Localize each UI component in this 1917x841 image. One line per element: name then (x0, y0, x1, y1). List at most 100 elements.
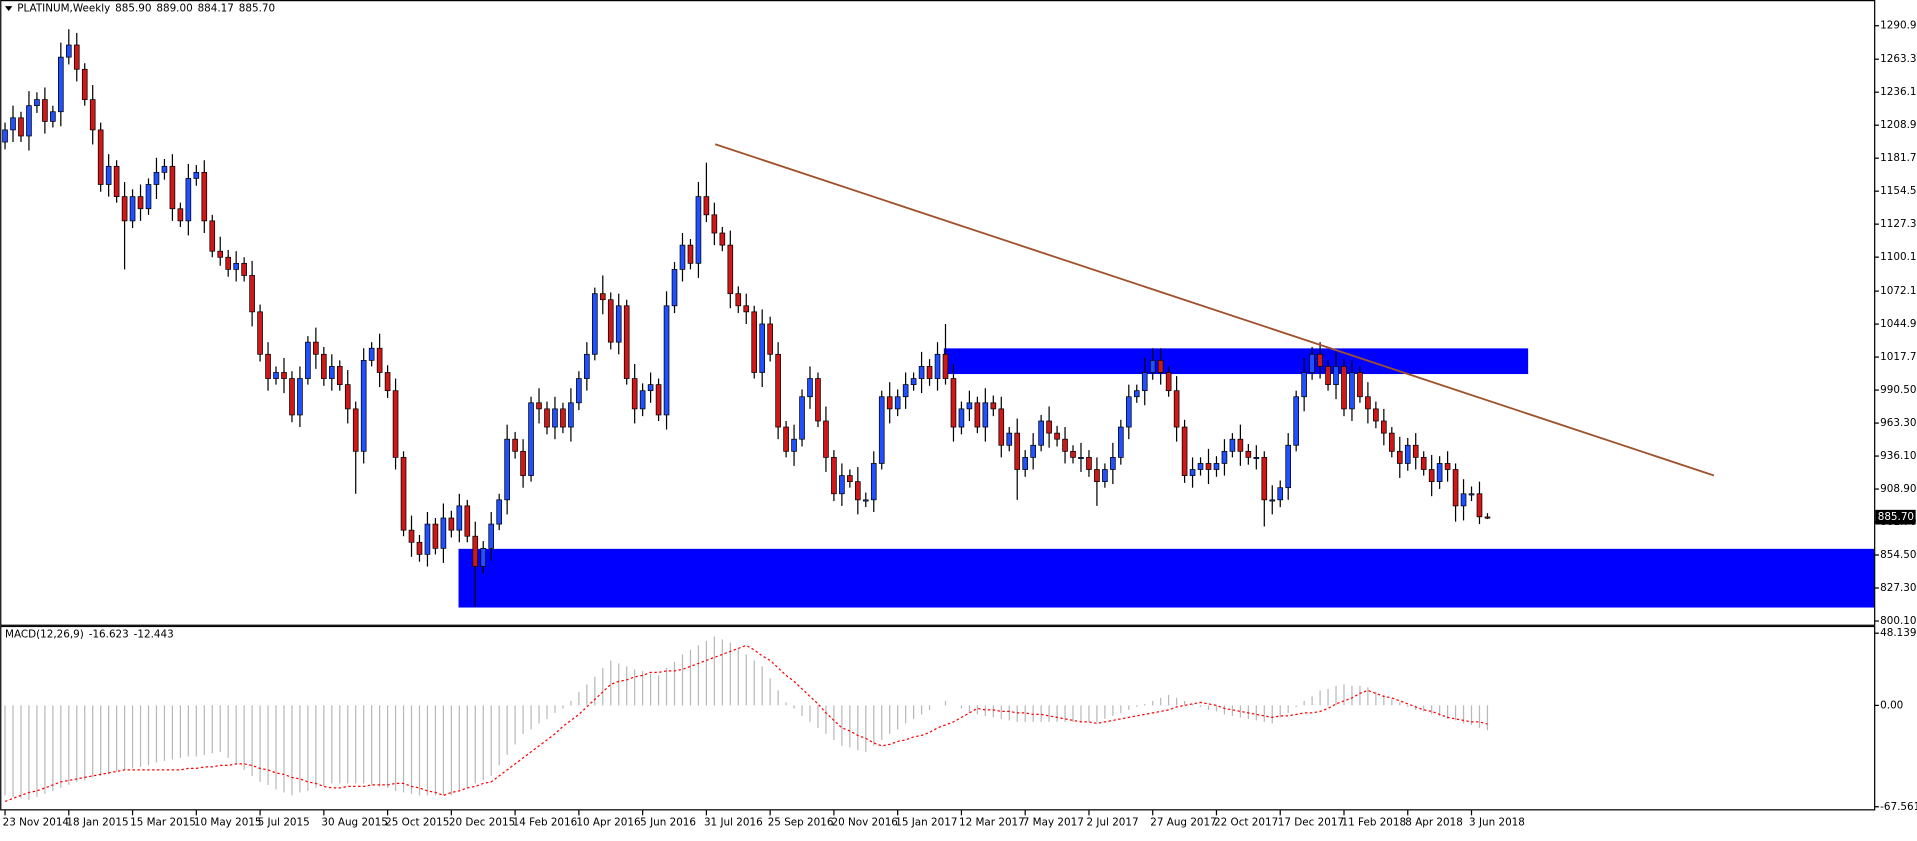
candle-body (831, 457, 837, 495)
candle-body (480, 547, 487, 567)
candle-body (592, 293, 598, 355)
candle-body (878, 396, 885, 464)
candle-body (10, 117, 16, 131)
candle-body (655, 384, 662, 416)
candle-body (65, 44, 72, 58)
candle-body (416, 541, 423, 555)
candle-body (1468, 493, 1475, 496)
candle-body (870, 463, 877, 501)
candle-body (384, 372, 391, 392)
candle-body (759, 323, 765, 373)
candle-body (400, 457, 407, 531)
x-tick-label: 17 Dec 2017 (1278, 817, 1344, 829)
candle-body (1110, 457, 1116, 470)
candle-body (360, 359, 367, 452)
chart-header: PLATINUM,Weekly 885.90 889.00 884.17 885.70 (17, 3, 275, 15)
candle-body (129, 196, 136, 222)
x-tick-label: 14 Feb 2016 (513, 817, 578, 829)
candle-body (1404, 444, 1411, 464)
x-tick-label: 20 Nov 2016 (831, 817, 897, 829)
x-tick-label: 27 Aug 2017 (1150, 817, 1216, 829)
candle-body (950, 378, 957, 428)
candle-body (1476, 493, 1483, 518)
candle-body (1349, 372, 1355, 410)
price-tag: 885.70 (1875, 509, 1916, 525)
candle-body (1285, 444, 1292, 489)
candle-body (1173, 390, 1180, 428)
candle-body (1245, 450, 1252, 458)
candle-body (1460, 493, 1467, 507)
candle-body (472, 535, 479, 567)
candle-body (448, 517, 455, 531)
candle-body (153, 171, 160, 185)
candle-body (1333, 366, 1339, 385)
candle-body (703, 196, 710, 216)
candle-body (751, 311, 758, 373)
candle-body (695, 196, 702, 264)
candle-body (1301, 372, 1307, 398)
candle-body (456, 505, 463, 531)
candle-body (1030, 444, 1036, 458)
x-tick-label: 22 Oct 2017 (1214, 817, 1278, 829)
candle-body (1317, 353, 1323, 367)
candle-body (1341, 366, 1347, 410)
price-tag-box (1875, 509, 1916, 525)
candle-body (544, 408, 550, 428)
candle-body (321, 353, 327, 379)
macd-name: MACD(12,26,9) (5, 628, 84, 640)
macd-header: MACD(12,26,9) -16.623 -12.443 (5, 628, 174, 640)
candle-body (719, 232, 726, 246)
candle-body (73, 44, 80, 70)
candle-body (496, 499, 502, 525)
x-tick-label: 25 Sep 2016 (768, 817, 834, 829)
y-tick-label: 854.50 (1880, 549, 1916, 561)
candle-body (1412, 444, 1419, 458)
y-tick-label: 908.90 (1880, 483, 1916, 495)
candle-body (1094, 469, 1100, 483)
candle-body (894, 396, 901, 410)
candle-body (599, 293, 606, 301)
candle-body (18, 117, 24, 137)
x-tick-label: 31 Jul 2016 (704, 817, 763, 829)
candles (2, 29, 1491, 607)
candle-body (560, 408, 566, 428)
candle-body (839, 475, 845, 495)
candle-body (193, 171, 200, 179)
candle-body (145, 184, 152, 210)
candle-body (711, 214, 718, 234)
low-label: 884.17 (198, 3, 234, 15)
candle-body (902, 384, 909, 398)
candle-body (440, 517, 447, 549)
symbol: PLATINUM,Weekly (17, 3, 110, 15)
trendline (714, 143, 1715, 477)
candle-body (926, 366, 933, 379)
candle-body (336, 366, 343, 385)
candle-body (671, 269, 678, 307)
candle-body (1054, 432, 1060, 440)
candle-body (504, 438, 510, 501)
candle-body (289, 378, 295, 416)
candle-body (313, 341, 319, 355)
candle-body (687, 244, 694, 264)
candle-body (121, 196, 128, 222)
candle-body (1444, 463, 1451, 470)
candle-body (855, 481, 861, 501)
candle-body (615, 305, 622, 343)
candle-body (934, 353, 941, 379)
x-tick-label: 3 Jun 2018 (1469, 817, 1525, 829)
candle-body (1221, 450, 1228, 464)
candle-body (1213, 463, 1220, 470)
candle-body (89, 99, 96, 131)
candle-body (743, 305, 750, 313)
y-tick-label: 800.10 (1880, 615, 1916, 627)
candle-body (241, 262, 247, 276)
macd-y-tick-label: -67.561 (1880, 801, 1917, 813)
candle-body (1325, 366, 1331, 385)
menu-arrow[interactable] (5, 6, 13, 12)
candle-body (1197, 463, 1204, 470)
x-tick-label: 5 Jun 2016 (640, 817, 696, 829)
candle-body (966, 402, 973, 410)
candle-body (1165, 372, 1172, 392)
y-tick-label: 1100.10 (1880, 251, 1917, 263)
